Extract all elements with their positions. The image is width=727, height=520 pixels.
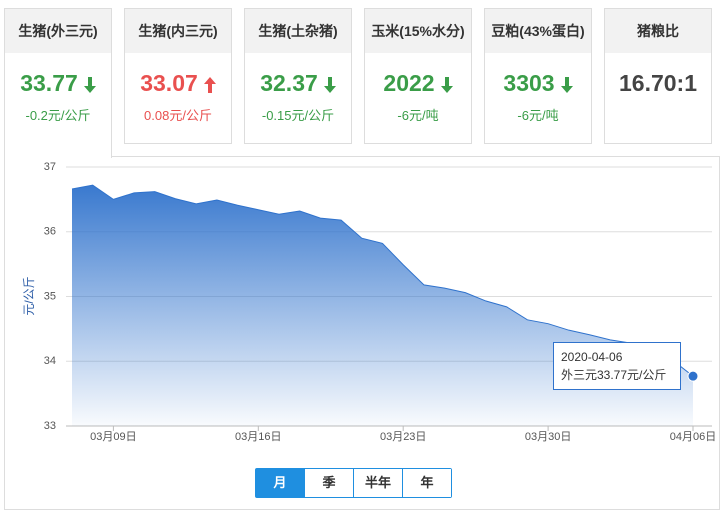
line xyxy=(71,184,694,377)
down-arrow xyxy=(83,76,96,93)
up-arrow xyxy=(203,76,216,93)
tooltip-text: 外三元33.77元/公斤 xyxy=(561,368,667,382)
x-tick-label: 03月23日 xyxy=(380,431,426,443)
card-value: 32.37 xyxy=(260,70,318,96)
x-tick-label: 03月09日 xyxy=(90,431,136,443)
card-value: 33.07 xyxy=(140,70,198,96)
price-card[interactable]: 猪粮比 16.70:1 xyxy=(604,8,712,144)
card-change: -6元/吨 xyxy=(517,108,559,123)
card-change: 0.08元/公斤 xyxy=(144,108,212,123)
card-value: 3303 xyxy=(503,70,555,96)
range-switch: 月 季 半年 年 xyxy=(255,468,452,498)
y-tick-label: 36 xyxy=(44,226,56,238)
y-axis-label: 元/公斤 xyxy=(22,276,36,315)
y-tick-label: 33 xyxy=(44,420,56,432)
card-value: 16.70:1 xyxy=(618,70,697,96)
y-tick-label: 37 xyxy=(44,161,56,173)
down-arrow xyxy=(323,76,336,93)
price-card[interactable]: 生猪(外三元) 33.77 -0.2元/公斤 xyxy=(4,8,112,158)
x-tick-label: 04月06日 xyxy=(670,431,716,443)
tooltip-date: 2020-04-06 xyxy=(561,350,623,364)
card-value: 2022 xyxy=(383,70,435,96)
card-change: -6元/吨 xyxy=(397,108,439,123)
card-change: -0.15元/公斤 xyxy=(261,108,335,123)
card-title: 生猪(外三元) xyxy=(5,9,111,53)
down-arrow xyxy=(440,76,453,93)
card-title: 豆粕(43%蛋白) xyxy=(485,9,591,53)
price-card[interactable]: 生猪(土杂猪) 32.37 -0.15元/公斤 xyxy=(244,8,352,144)
area xyxy=(72,185,693,426)
x-tick-label: 03月16日 xyxy=(235,431,281,443)
card-title: 生猪(土杂猪) xyxy=(245,9,351,53)
range-button[interactable]: 半年 xyxy=(353,469,402,497)
range-button[interactable]: 季 xyxy=(304,469,353,497)
card-change: -0.2元/公斤 xyxy=(25,108,91,123)
card-title: 玉米(15%水分) xyxy=(365,9,471,53)
down-arrow xyxy=(560,76,573,93)
card-value: 33.77 xyxy=(20,70,78,96)
card-title: 猪粮比 xyxy=(605,9,711,53)
y-tick-label: 35 xyxy=(44,290,56,302)
range-button[interactable]: 月 xyxy=(256,469,304,497)
price-card[interactable]: 生猪(内三元) 33.07 0.08元/公斤 xyxy=(124,8,232,144)
price-card[interactable]: 玉米(15%水分) 2022 -6元/吨 xyxy=(364,8,472,144)
y-tick-label: 34 xyxy=(44,355,56,367)
point xyxy=(687,370,699,382)
card-title: 生猪(内三元) xyxy=(125,9,231,53)
range-button[interactable]: 年 xyxy=(402,469,451,497)
tooltip: 2020-04-06 外三元33.77元/公斤 xyxy=(553,342,681,390)
chart-panel xyxy=(4,156,720,510)
x-tick-label: 03月30日 xyxy=(525,431,571,443)
price-card[interactable]: 豆粕(43%蛋白) 3303 -6元/吨 xyxy=(484,8,592,144)
